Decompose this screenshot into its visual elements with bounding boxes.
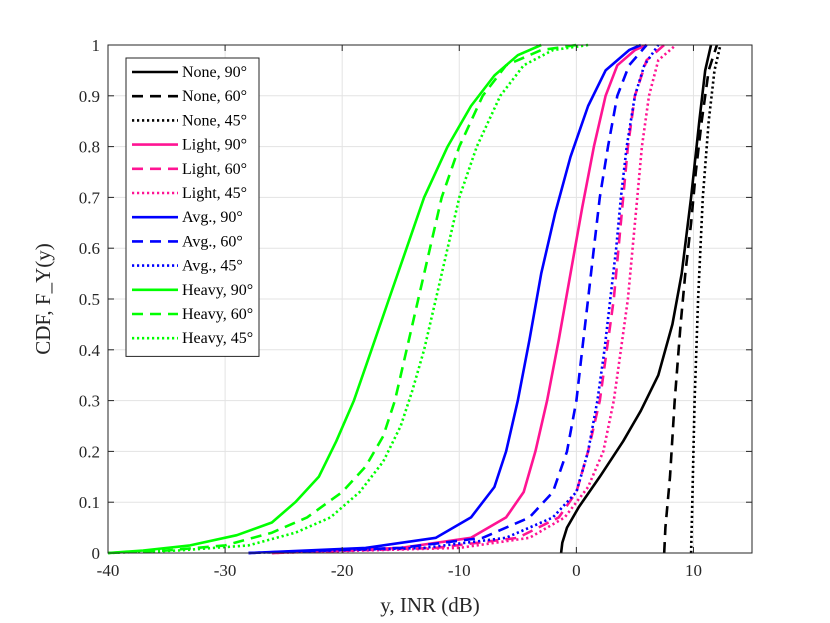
y-tick-label: 1 [92,36,101,55]
legend-items: None, 90° None, 60° None, 45° Light, 90° Lig… [132,64,253,347]
ticks: -40 -30 -20 -10 0 10 0 0.1 0.2 0.3 0.4 0.5 0.6 0.7 0.8… [79,36,752,580]
legend-label: Heavy, 90° [182,282,253,299]
x-tick-label: 10 [685,561,702,580]
y-tick-label: 0.5 [79,290,100,309]
series-line-light-60 [271,44,666,555]
y-tick-label: 0.2 [79,442,100,461]
y-tick-label: 0.1 [79,493,100,512]
series-line-heavy-60 [107,43,577,555]
series-line-avg-45 [248,44,660,555]
series-line-light-45 [271,44,677,555]
series-line-heavy-90 [107,43,542,555]
y-tick-label: 0.4 [79,341,101,360]
legend-label: None, 90° [182,64,247,81]
legend-label: Light, 90° [182,137,247,154]
y-tick-label: 0.7 [79,188,101,207]
legend-label: Light, 45° [182,185,247,202]
legend-label: None, 45° [182,112,247,129]
series-line-light-90 [271,43,648,555]
legend-label: None, 60° [182,88,247,105]
series-lines [107,43,722,555]
legend-box [125,57,260,357]
legend: None, 90° None, 60° None, 45° Light, 90° Lig… [125,57,260,357]
x-tick-label: 0 [572,561,581,580]
legend-label: Avg., 90° [182,209,243,226]
y-axis-label: CDF, F_Y(y) [31,243,55,355]
series-line-avg-90 [248,43,642,555]
x-tick-label: -10 [448,561,471,580]
legend-label: Avg., 45° [182,258,243,275]
x-tick-label: -40 [97,561,120,580]
y-tick-label: 0.9 [79,87,100,106]
series-line-avg-60 [248,44,648,555]
legend-label: Avg., 60° [182,233,243,250]
x-axis-label: y, INR (dB) [380,593,480,617]
y-tick-label: 0.3 [79,392,100,411]
legend-label: Light, 60° [182,161,247,178]
series-line-heavy-45 [107,43,589,555]
y-tick-label: 0 [92,544,101,563]
legend-label: Heavy, 45° [182,330,253,347]
y-tick-label: 0.6 [79,239,100,258]
series-line-none-60 [662,44,719,554]
x-tick-label: -30 [214,561,237,580]
x-tick-label: -20 [331,561,354,580]
legend-label: Heavy, 60° [182,306,253,323]
series-line-none-90 [559,44,713,554]
y-tick-label: 0.8 [79,138,100,157]
